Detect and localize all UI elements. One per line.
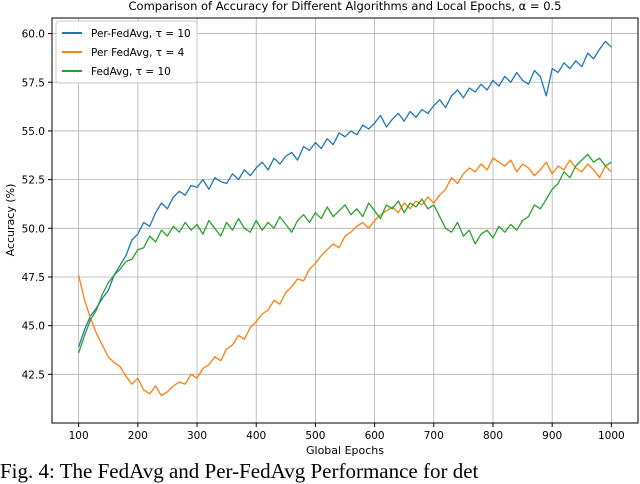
- series-line-1: [77, 157, 612, 397]
- chart-title: Comparison of Accuracy for Different Alg…: [129, 0, 562, 13]
- legend-label: FedAvg, τ = 10: [91, 66, 171, 78]
- legend-label: Per-FedAvg, τ = 10: [91, 28, 191, 40]
- series-line-2: [77, 153, 612, 354]
- y-tick-label: 57.5: [22, 77, 45, 89]
- x-tick-label: 400: [246, 430, 266, 442]
- x-tick-label: 600: [365, 430, 385, 442]
- y-tick-label: 45.0: [22, 321, 45, 333]
- x-tick-label: 700: [424, 430, 444, 442]
- y-tick-label: 55.0: [22, 126, 45, 138]
- accuracy-chart: Comparison of Accuracy for Different Alg…: [4, 0, 639, 457]
- x-tick-label: 100: [69, 430, 89, 442]
- y-axis-label: Accuracy (%): [4, 184, 17, 257]
- x-tick-label: 300: [187, 430, 207, 442]
- x-tick-label: 200: [128, 430, 148, 442]
- y-tick-label: 52.5: [22, 175, 45, 187]
- figure-caption: Fig. 4: The FedAvg and Per-FedAvg Perfor…: [0, 459, 479, 483]
- legend-label: Per FedAvg, τ = 4: [91, 47, 185, 59]
- plot-frame: [51, 17, 639, 424]
- x-tick-label: 900: [542, 430, 562, 442]
- x-tick-label: 800: [483, 430, 503, 442]
- series-line-0: [77, 40, 612, 348]
- x-tick-label: 1000: [598, 430, 625, 442]
- x-axis-label: Global Epochs: [306, 444, 384, 457]
- y-tick-label: 50.0: [22, 223, 45, 235]
- y-tick-label: 42.5: [22, 369, 45, 381]
- x-tick-label: 500: [305, 430, 325, 442]
- y-tick-label: 60.0: [22, 29, 45, 41]
- y-tick-label: 47.5: [22, 272, 45, 284]
- legend: Per-FedAvg, τ = 10 Per FedAvg, τ = 4 FedAv…: [55, 20, 198, 84]
